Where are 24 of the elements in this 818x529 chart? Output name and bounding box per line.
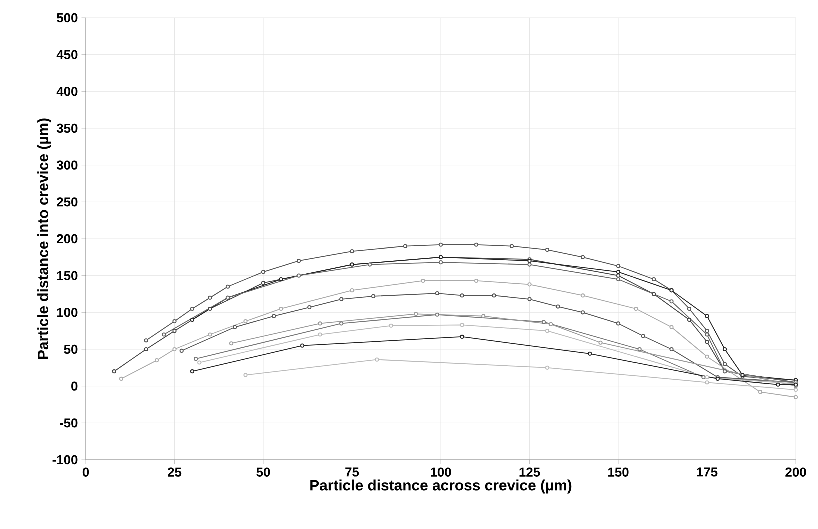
x-axis-title: Particle distance across crevice (µm) — [310, 480, 572, 494]
y-tick-label: 400 — [56, 87, 78, 96]
x-tick-label: 125 — [520, 468, 540, 477]
x-tick-label: 25 — [168, 468, 182, 477]
x-tick-label: 0 — [82, 468, 90, 477]
y-tick-label: -50 — [60, 418, 78, 428]
y-axis-title: Particle distance into crevice (µm) — [38, 118, 52, 359]
x-tick-label: 175 — [697, 468, 718, 477]
x-tick-label: 50 — [256, 468, 270, 477]
x-tick-label: 150 — [608, 468, 629, 477]
y-tick-label: 50 — [64, 344, 78, 354]
y-tick-label: -100 — [52, 455, 78, 465]
y-tick-label: 200 — [57, 234, 78, 244]
y-tick-label: 350 — [56, 124, 78, 134]
y-tick-label: 450 — [56, 50, 78, 60]
x-tick-label: 75 — [346, 468, 360, 477]
x-tick-label: 200 — [786, 468, 806, 477]
y-tick-label: 0 — [72, 382, 78, 391]
y-tick-label: 300 — [56, 160, 78, 170]
x-tick-label: 100 — [431, 468, 452, 477]
y-tick-label: 150 — [57, 271, 78, 280]
y-tick-label: 250 — [57, 198, 78, 207]
y-tick-label: 100 — [57, 308, 78, 318]
y-tick-label: 500 — [57, 13, 78, 23]
